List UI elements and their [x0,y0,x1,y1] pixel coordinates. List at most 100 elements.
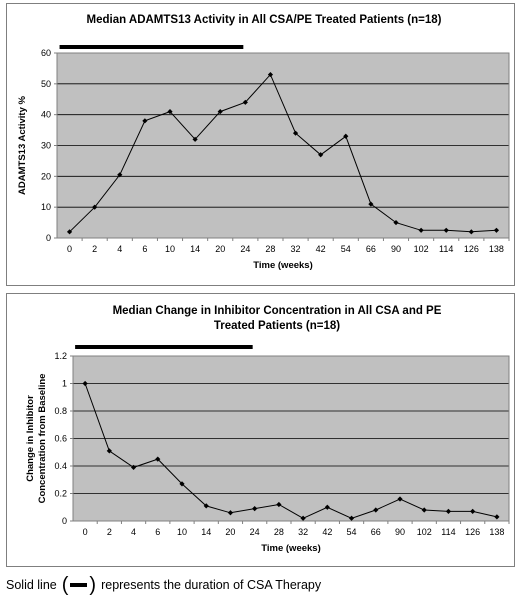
data-point [252,506,258,512]
y-axis-label: ADAMTS13 Activity % [17,96,28,195]
x-tick-label: 54 [347,527,357,537]
x-tick-label: 20 [215,244,225,254]
x-tick-label: 0 [67,244,72,254]
y-tick-label: 30 [41,141,51,151]
x-tick-label: 28 [274,527,284,537]
data-point [66,229,73,235]
data-point [179,481,185,487]
series-line [84,383,498,519]
x-tick-label: 14 [201,527,211,537]
data-point [300,515,306,521]
data-point [130,464,137,470]
y-tick-label: 10 [41,202,51,212]
data-point [324,504,330,510]
data-point [117,172,123,178]
x-tick-label: 102 [417,527,432,537]
adamts13-chart: Median ADAMTS13 Activity in All CSA/PE T… [17,14,510,271]
chart-panel-inhibitor: Median Change in Inhibitor Concentration… [6,293,515,567]
chart-title-line: Median Change in Inhibitor Concentration… [113,305,442,317]
chart-title-line: Treated Patients (n=18) [214,320,340,332]
x-tick-label: 114 [439,244,453,254]
series-line [69,73,497,233]
x-axis-label: Time (weeks) [253,260,313,271]
x-tick-label: 102 [414,244,429,254]
data-point [203,503,209,509]
data-point [421,507,427,513]
data-point [276,501,282,508]
data-point [192,136,198,142]
y-tick-label: 0 [46,233,51,243]
y-tick-label: 60 [41,48,51,58]
data-point [393,219,399,226]
data-point [318,152,324,158]
data-point [343,133,349,139]
data-point [373,507,379,513]
legend-line-icon [70,583,88,587]
footnote-text: represents the duration of CSA Therapy [101,578,322,592]
y-tick-label: 1.2 [54,351,67,361]
x-tick-label: 90 [391,244,401,254]
data-point [92,204,98,210]
y-axis-label-line: Concentration from Baseline [37,374,48,504]
y-tick-label: 50 [41,79,51,89]
footnote: Solid line ( ) represents the duration o… [6,574,322,596]
data-point [348,515,355,521]
x-tick-label: 32 [291,244,301,254]
x-tick-label: 20 [225,527,235,537]
data-point [267,71,274,78]
y-tick-label: 0.8 [54,406,67,416]
data-point [82,380,88,387]
x-tick-label: 10 [165,244,175,254]
x-tick-label: 2 [92,244,97,254]
data-point [227,510,234,516]
x-tick-label: 28 [265,244,275,254]
x-tick-label: 54 [341,244,351,254]
x-tick-label: 14 [190,244,200,254]
y-tick-label: 0.6 [54,434,67,444]
y-tick-label: 20 [41,171,51,181]
y-tick-label: 0.4 [54,461,67,471]
x-tick-label: 6 [142,244,147,254]
x-tick-label: 114 [441,527,455,537]
y-tick-label: 1 [62,379,67,389]
y-tick-label: 0.2 [54,489,67,499]
legend-close-paren: ) [89,574,97,596]
x-tick-label: 126 [464,244,479,254]
data-point [292,130,299,136]
x-tick-label: 6 [155,527,160,537]
x-tick-label: 24 [250,527,260,537]
y-axis-label-line: Change in Inhibitor [25,395,36,482]
chart-title: Median ADAMTS13 Activity in All CSA/PE T… [87,14,442,26]
x-tick-label: 138 [489,527,504,537]
y-tick-label: 0 [62,516,67,526]
x-tick-label: 4 [131,527,136,537]
y-tick-label: 40 [41,110,51,120]
data-point [397,496,403,502]
data-point [217,108,223,115]
x-tick-label: 24 [240,244,250,254]
x-tick-label: 4 [117,244,122,254]
data-point [418,227,424,233]
x-tick-label: 66 [366,244,376,254]
data-point [368,201,374,207]
x-tick-label: 42 [322,527,332,537]
data-point [242,99,248,105]
data-point [155,456,161,462]
solid-line-legend-symbol: ( ) [61,574,97,596]
x-tick-label: 138 [489,244,504,254]
data-point [470,508,476,514]
x-tick-label: 10 [177,527,187,537]
data-point [106,448,112,454]
inhibitor-chart: Median Change in Inhibitor Concentration… [25,305,510,554]
data-point [493,227,500,233]
x-tick-label: 2 [107,527,112,537]
data-point [445,508,452,514]
legend-open-paren: ( [61,574,69,596]
x-tick-label: 0 [83,527,88,537]
x-axis-label: Time (weeks) [261,543,321,554]
data-point [167,108,173,115]
footnote-prefix: Solid line [6,578,57,592]
x-tick-label: 126 [465,527,480,537]
x-tick-label: 66 [371,527,381,537]
data-point [443,227,449,233]
